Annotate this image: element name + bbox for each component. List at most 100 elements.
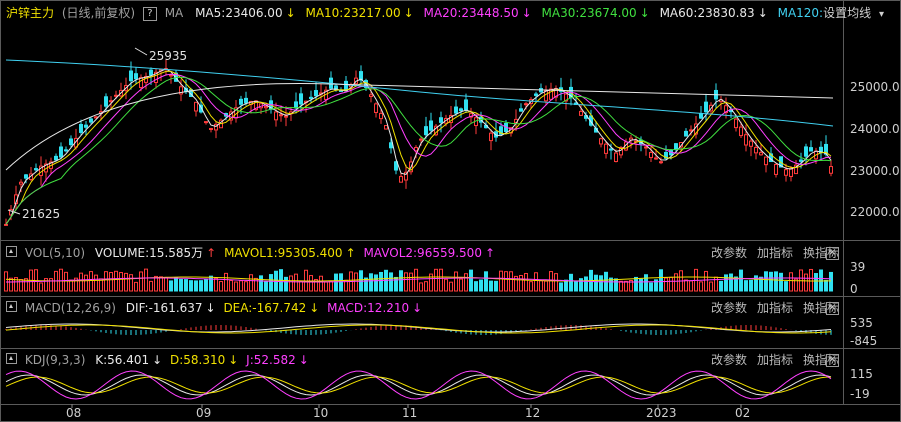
vol-name[interactable]: VOL(5,10) — [24, 246, 86, 260]
volume-bar — [744, 280, 748, 292]
volume-bar — [109, 271, 113, 292]
candle-body — [244, 97, 248, 104]
edit-params-button[interactable]: 改参数 — [710, 246, 747, 260]
volume-bar — [614, 278, 618, 292]
candle-body — [134, 73, 138, 80]
volume-bar — [699, 281, 703, 292]
candle-body — [274, 111, 278, 121]
volume-bar — [424, 281, 428, 292]
add-indicator-button[interactable]: 加指标 — [756, 246, 793, 260]
volume-bar — [789, 272, 793, 292]
switch-indicator-button[interactable]: 换指标 — [802, 246, 839, 260]
candle-body — [749, 140, 753, 147]
candle-body — [89, 118, 93, 123]
volume-bar — [114, 270, 118, 292]
candle-body — [194, 101, 198, 112]
macd-name[interactable]: MACD(12,26,9) — [24, 301, 116, 315]
instrument-title[interactable]: 沪锌主力 — [6, 6, 55, 20]
volume-bar — [249, 274, 253, 292]
set-ma-link[interactable]: 设置均线 — [823, 6, 872, 20]
volume-bar — [754, 275, 758, 292]
volume-bar — [254, 277, 258, 292]
volume-bar — [464, 273, 468, 292]
close-icon[interactable]: × — [826, 354, 839, 367]
add-indicator-button[interactable]: 加指标 — [756, 301, 793, 315]
volume-bar — [119, 272, 123, 292]
candle-body — [69, 138, 73, 146]
help-icon[interactable]: ? — [142, 7, 157, 21]
volume-bar — [639, 278, 643, 292]
candle-body — [374, 103, 378, 113]
volume-bar — [354, 272, 358, 292]
volume-bar — [299, 280, 303, 292]
volume-bar — [509, 271, 513, 292]
volume-bar — [524, 273, 528, 292]
volume-bar — [539, 280, 543, 292]
candle-body — [404, 171, 408, 181]
collapse-icon[interactable] — [6, 246, 17, 257]
axis-divider — [843, 0, 844, 404]
volume-bar — [559, 282, 563, 292]
volume-bar — [239, 280, 243, 292]
kdj-name[interactable]: KDJ(9,3,3) — [24, 353, 86, 367]
volume-bar — [154, 275, 158, 292]
volume-bar — [174, 277, 178, 292]
volume-bar — [139, 271, 143, 292]
close-icon[interactable]: × — [826, 247, 839, 260]
candle-body — [759, 152, 763, 156]
volume-bar — [134, 281, 138, 292]
volume-bar — [484, 271, 488, 292]
candle-body — [784, 169, 788, 176]
volume-bar — [469, 269, 473, 292]
volume-bar — [474, 281, 478, 292]
candle-body — [399, 175, 403, 183]
indicator-name[interactable]: MA — [164, 6, 184, 20]
volume-bar — [429, 273, 433, 292]
ma20-value: MA20:23448.50 — [423, 6, 519, 20]
volume-bar — [749, 279, 753, 292]
volume-bar — [369, 273, 373, 292]
y-tick: -19 — [850, 387, 870, 401]
x-tick-label: 11 — [402, 406, 418, 420]
volume-bar — [194, 280, 198, 292]
candle-body — [114, 94, 118, 97]
add-indicator-button[interactable]: 加指标 — [756, 353, 793, 367]
candle-body — [519, 108, 523, 112]
volume-bar — [69, 279, 73, 292]
volume-bar — [404, 272, 408, 292]
switch-indicator-button[interactable]: 换指标 — [802, 301, 839, 315]
candle-body — [704, 101, 708, 113]
collapse-icon[interactable] — [6, 353, 17, 364]
candle-body — [379, 112, 383, 120]
edit-params-button[interactable]: 改参数 — [710, 301, 747, 315]
volume-bar — [59, 268, 63, 292]
switch-indicator-button[interactable]: 换指标 — [802, 353, 839, 367]
candle-body — [199, 104, 203, 113]
volume-bar — [809, 268, 813, 292]
candle-body — [384, 125, 388, 130]
candle-body — [644, 146, 648, 149]
volume-bar — [459, 278, 463, 292]
candle-body — [789, 168, 793, 177]
collapse-icon[interactable] — [6, 301, 17, 312]
dea-line — [5, 324, 832, 334]
candle-body — [699, 113, 703, 119]
volume-bar — [24, 278, 28, 292]
volume-bar — [669, 276, 673, 292]
edit-params-button[interactable]: 改参数 — [710, 353, 747, 367]
volume-bar — [739, 269, 743, 292]
candle-body — [564, 93, 568, 102]
candle-body — [284, 115, 288, 118]
close-icon[interactable]: × — [826, 302, 839, 315]
candle-body — [149, 69, 153, 76]
candle-body — [674, 143, 678, 150]
candle-body — [679, 142, 683, 148]
chevron-down-icon[interactable]: ▾ — [878, 9, 884, 20]
ma120-value: MA120: — [777, 6, 824, 20]
vol-tools: 改参数 加指标 换指标 — [701, 244, 839, 262]
y-tick: 22000.0 — [850, 205, 900, 219]
volume-bar — [644, 274, 648, 292]
ma60-value: MA60:23830.83 — [659, 6, 755, 20]
j-value: J:52.582 — [246, 353, 296, 367]
